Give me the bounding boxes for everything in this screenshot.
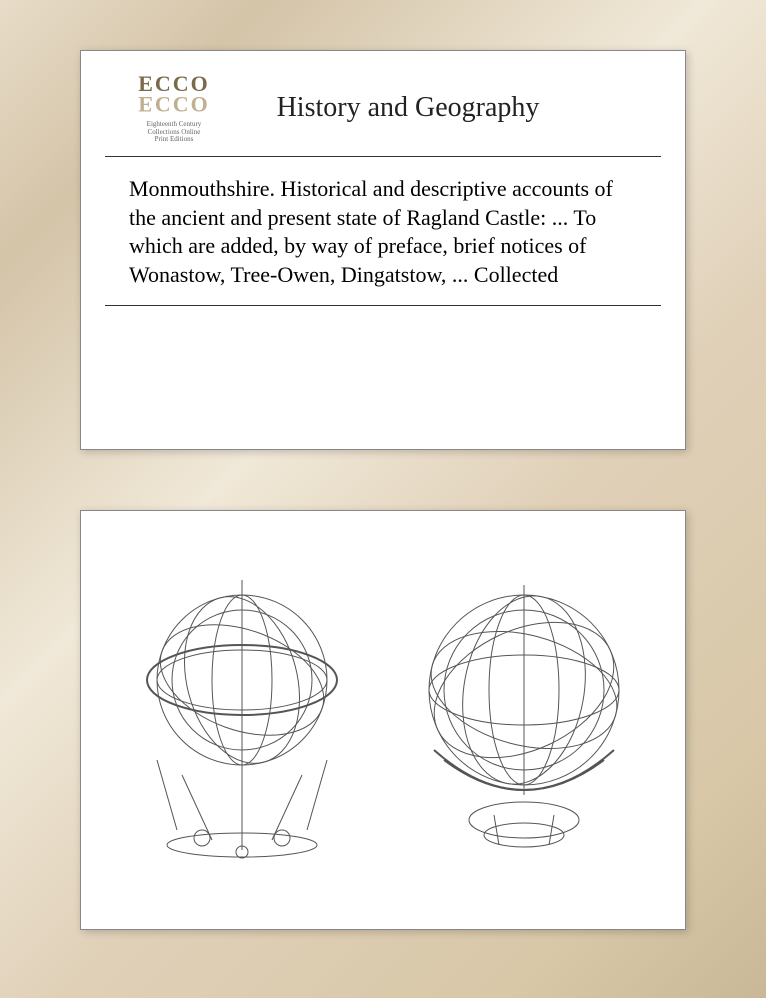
illustration-card — [80, 510, 686, 930]
armillary-sphere-right — [394, 560, 654, 880]
armillary-sphere-left — [112, 560, 372, 880]
logo-text-mirror: ECCO — [138, 91, 210, 117]
book-title: Monmouthshire. Historical and descriptiv… — [129, 175, 637, 289]
series-title: History and Geography — [219, 92, 637, 124]
publisher-logo: ECCO ECCO Eighteenth Century Collections… — [129, 71, 219, 144]
title-rule — [105, 305, 661, 306]
title-card: ECCO ECCO Eighteenth Century Collections… — [80, 50, 686, 450]
book-title-block: Monmouthshire. Historical and descriptiv… — [81, 157, 685, 297]
logo-caption: Eighteenth Century Collections Online Pr… — [147, 121, 202, 144]
header-row: ECCO ECCO Eighteenth Century Collections… — [105, 51, 661, 157]
